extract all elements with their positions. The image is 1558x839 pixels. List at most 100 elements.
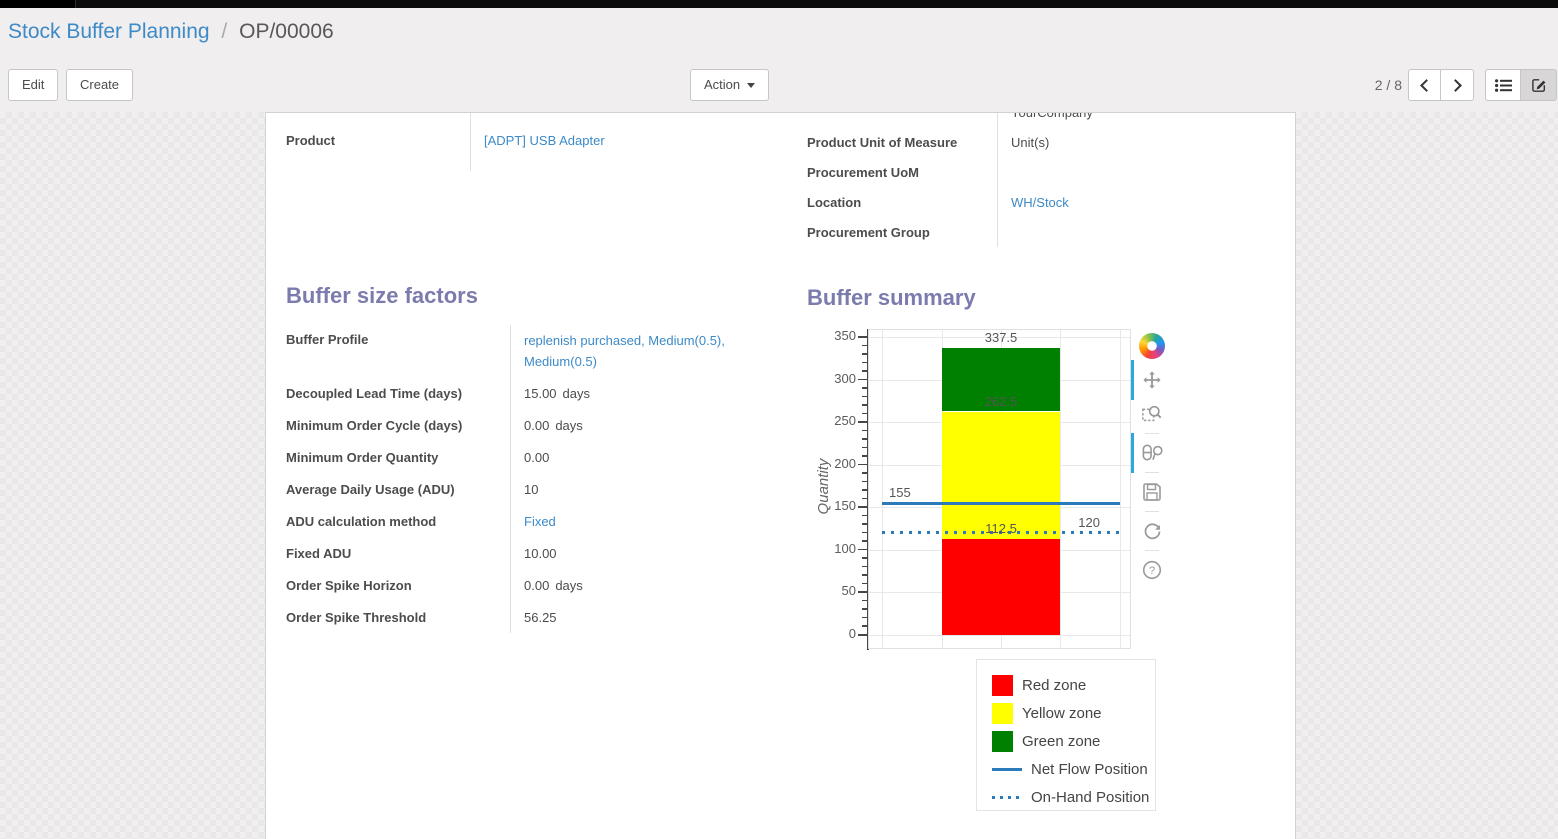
pan-tool-button[interactable]: [1131, 360, 1167, 400]
field-label: ADU calculation method: [286, 505, 511, 537]
y-axis-tick: [862, 446, 867, 449]
field-value-cell: 56.25: [511, 610, 773, 625]
chart-annotation-120: 120: [1078, 514, 1100, 530]
field-row-average-daily-usage-adu: Average Daily Usage (ADU) 10: [286, 473, 786, 505]
red-zone-swatch: [992, 674, 1013, 696]
field-value-link[interactable]: replenish purchased, Medium(0.5), Medium…: [524, 333, 725, 369]
buffer-summary-title: Buffer summary: [807, 285, 976, 310]
action-dropdown-button[interactable]: Action: [690, 69, 770, 101]
form-view-button[interactable]: [1521, 69, 1557, 101]
list-icon: [1494, 78, 1512, 92]
field-unit: days: [555, 577, 583, 593]
breadcrumb: Stock Buffer Planning / OP/00006: [8, 20, 334, 44]
field-label: Product: [286, 113, 471, 171]
create-button[interactable]: Create: [66, 69, 134, 101]
hover-tool-button[interactable]: [1131, 433, 1167, 473]
y-axis-tick: [862, 438, 867, 440]
field-label: Procurement Group: [807, 217, 998, 247]
y-axis-tick: [862, 387, 867, 389]
green-zone-swatch: [992, 730, 1013, 752]
y-tick-label: 350: [834, 328, 856, 343]
legend-item-net-flow-position: Net Flow Position: [992, 755, 1155, 783]
field-value: YourCompany: [1011, 112, 1093, 120]
field-value-link[interactable]: WH/Stock: [1011, 194, 1069, 210]
y-tick-label: 200: [834, 455, 856, 471]
y-axis-tick: [862, 353, 867, 355]
toolbar-divider: [1145, 472, 1159, 473]
x-gridline: [1060, 330, 1062, 648]
active-tool-indicator: [1131, 433, 1134, 473]
pager-previous-button[interactable]: [1408, 69, 1441, 101]
reset-tool-button[interactable]: [1137, 514, 1167, 548]
field-value: 56.25: [524, 609, 557, 625]
field-value-cell: WH/Stock: [998, 195, 1069, 210]
pager-value[interactable]: 2 / 8: [1374, 77, 1402, 93]
field-row-order-spike-threshold: Order Spike Threshold 56.25: [286, 601, 786, 633]
y-axis-tick: [862, 531, 867, 534]
y-tick-label: 250: [834, 413, 856, 429]
field-group-factors: Buffer Profile replenish purchased, Mediu…: [286, 325, 786, 633]
field-value: 10.00: [524, 545, 557, 561]
field-label: [807, 113, 998, 127]
top-menu-segment: [0, 0, 76, 8]
form-edit-icon: [1531, 79, 1545, 92]
field-value-cell: 10.00: [511, 546, 773, 561]
toolbar-divider: [1145, 550, 1159, 551]
breadcrumb-separator: /: [221, 20, 228, 43]
field-value-link[interactable]: Fixed: [524, 513, 556, 529]
y-axis-tick: [862, 582, 867, 585]
y-tick-label: 100: [834, 540, 856, 556]
y-axis-tick: [858, 336, 867, 338]
breadcrumb-bar: Stock Buffer Planning / OP/00006: [0, 8, 1558, 55]
field-label: Minimum Order Cycle (days): [286, 409, 511, 441]
field-row-blank: YourCompany: [807, 112, 1282, 127]
y-axis-tick: [862, 523, 867, 525]
field-label: Order Spike Threshold: [286, 601, 511, 633]
y-axis-tick: [862, 608, 867, 610]
field-row-procurement-group: Procurement Group: [807, 217, 1282, 247]
list-view-button[interactable]: [1485, 69, 1521, 101]
field-value-cell: [ADPT] USB Adapter: [471, 113, 605, 148]
chart-legend: Red zone Yellow zone Green zone Net Flow Po…: [976, 659, 1156, 811]
y-axis-tick: [862, 472, 867, 474]
field-label: Buffer Profile: [286, 325, 511, 377]
field-row-buffer-profile: Buffer Profile replenish purchased, Mediu…: [286, 325, 786, 377]
y-axis-tick: [862, 574, 867, 576]
y-axis-tick: [862, 514, 867, 517]
help-icon: ?: [1142, 560, 1162, 580]
legend-label: Green zone: [1022, 732, 1101, 750]
field-group-right: YourCompany Product Unit of Measure Unit(s…: [807, 112, 1282, 247]
field-row-decoupled-lead-time-days: Decoupled Lead Time (days) 15.00 days: [286, 377, 786, 409]
field-value-cell: YourCompany: [998, 112, 1093, 120]
breadcrumb-parent-link[interactable]: Stock Buffer Planning: [8, 20, 210, 43]
field-value-link[interactable]: [ADPT] USB Adapter: [484, 133, 605, 148]
field-row-fixed-adu: Fixed ADU 10.00: [286, 537, 786, 569]
bokeh-logo-tool-button[interactable]: [1137, 329, 1167, 363]
save-tool-button[interactable]: [1137, 475, 1167, 509]
field-value-cell: 10: [511, 482, 773, 497]
field-value: 0.00: [524, 417, 550, 433]
y-axis-tick: [862, 489, 867, 491]
pager-next-button[interactable]: [1441, 69, 1474, 101]
action-label: Action: [704, 77, 741, 92]
field-unit: days: [555, 417, 583, 433]
y-gridline: [869, 337, 1130, 338]
help-tool-button[interactable]: ?: [1137, 553, 1167, 587]
field-row-product: Product [ADPT] USB Adapter: [286, 113, 746, 171]
y-tick-label: 50: [841, 583, 856, 599]
edit-button[interactable]: Edit: [8, 69, 59, 101]
hover-tool-icon: [1142, 444, 1163, 461]
field-value: 0.00: [524, 449, 550, 465]
top-menu-bar: [0, 0, 1558, 8]
chart-plot-area[interactable]: 337.5 262.5 155 112.5 120: [868, 329, 1131, 649]
chevron-right-icon: [1449, 78, 1462, 92]
field-value: 10: [524, 481, 539, 497]
caret-down-icon: [747, 83, 756, 89]
box-zoom-tool-button[interactable]: [1137, 397, 1167, 431]
field-row-order-spike-horizon: Order Spike Horizon 0.00 days: [286, 569, 786, 601]
y-gridline: [869, 635, 1130, 636]
legend-item-green-zone: Green zone: [992, 727, 1155, 755]
field-value-cell: Unit(s): [998, 135, 1049, 150]
field-row-product-unit-of-measure: Product Unit of Measure Unit(s): [807, 127, 1282, 157]
y-axis-tick: [862, 455, 867, 457]
